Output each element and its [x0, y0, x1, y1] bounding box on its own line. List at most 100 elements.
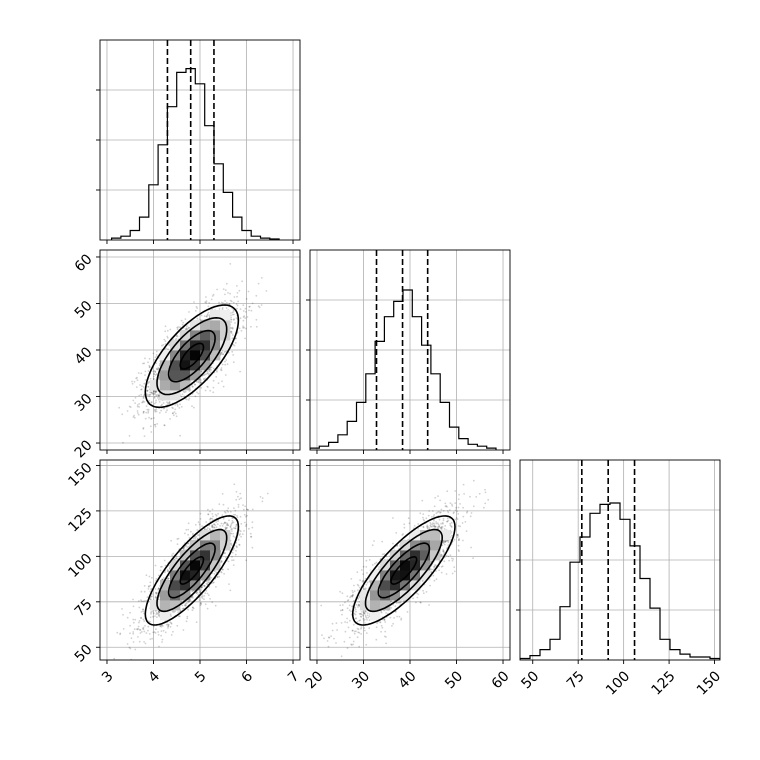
scatter-panel-2-0: [96, 459, 301, 664]
scatter-point: [161, 578, 164, 581]
scatter-point: [433, 579, 436, 582]
scatter-point: [442, 542, 445, 544]
scatter-point: [176, 403, 179, 406]
scatter-point: [348, 609, 351, 611]
scatter-point: [197, 593, 200, 596]
scatter-point: [140, 617, 143, 620]
scatter-point: [210, 360, 213, 362]
scatter-point: [212, 379, 215, 382]
scatter-point: [194, 395, 197, 398]
scatter-point: [416, 592, 418, 595]
scatter-point: [181, 607, 184, 610]
scatter-point: [133, 414, 136, 417]
scatter-point: [187, 328, 189, 330]
scatter-point: [181, 323, 184, 326]
scatter-point: [427, 514, 430, 517]
scatter-point: [470, 512, 473, 514]
scatter-point: [146, 389, 149, 392]
x-tick-label: 75: [564, 668, 588, 692]
scatter-point: [206, 580, 208, 583]
scatter-point: [157, 574, 160, 577]
scatter-point: [121, 413, 124, 416]
scatter-point: [385, 612, 387, 614]
scatter-point: [230, 321, 233, 323]
scatter-point: [385, 636, 387, 638]
scatter-point: [154, 615, 156, 617]
scatter-point: [211, 525, 214, 527]
scatter-point: [398, 601, 401, 604]
scatter-point: [371, 564, 374, 566]
scatter-point: [356, 627, 359, 630]
scatter-point: [131, 380, 133, 383]
density-cell: [150, 600, 161, 611]
scatter-point: [362, 614, 364, 617]
scatter-point: [161, 565, 163, 568]
scatter-point: [161, 641, 163, 643]
scatter-point: [166, 578, 169, 581]
scatter-point: [363, 627, 366, 629]
density-cell: [170, 390, 181, 401]
scatter-point: [346, 607, 349, 610]
x-tick-label: 4: [145, 668, 163, 686]
scatter-point: [162, 407, 165, 410]
panel-frame: [519, 459, 721, 661]
scatter-point: [457, 525, 460, 527]
scatter-point: [224, 350, 227, 353]
scatter-point: [174, 408, 177, 411]
density-cell: [200, 340, 211, 351]
scatter-point: [185, 327, 188, 330]
scatter-point: [160, 404, 163, 407]
scatter-point: [122, 441, 124, 444]
scatter-point: [154, 391, 157, 394]
contour-level-3: [156, 316, 228, 396]
scatter-point: [242, 319, 245, 322]
scatter-point: [236, 292, 239, 294]
scatter-point: [168, 400, 171, 403]
scatter-point: [360, 613, 362, 615]
scatter-point: [447, 555, 450, 558]
scatter-point: [483, 506, 485, 509]
scatter-point: [450, 525, 453, 528]
scatter-point: [178, 407, 181, 409]
scatter-point: [142, 396, 145, 399]
scatter-point: [242, 504, 244, 506]
scatter-point: [453, 538, 456, 541]
scatter-point: [142, 626, 145, 629]
scatter-point: [201, 597, 204, 599]
scatter-point: [220, 301, 223, 304]
scatter-point: [445, 505, 448, 507]
scatter-point: [203, 315, 206, 317]
scatter-point: [227, 560, 230, 563]
scatter-point: [232, 535, 235, 538]
scatter-point: [236, 295, 238, 298]
scatter-point: [229, 292, 232, 295]
scatter-point: [243, 530, 245, 532]
scatter-point: [186, 546, 189, 548]
scatter-point: [164, 571, 166, 574]
scatter-point: [152, 390, 155, 392]
y-tick-label: 40: [72, 344, 96, 368]
scatter-point: [195, 380, 198, 383]
scatter-point: [206, 314, 209, 317]
scatter-point: [209, 510, 211, 513]
scatter-point: [199, 512, 202, 515]
scatter-point: [341, 613, 343, 616]
scatter-point: [422, 513, 425, 515]
scatter-point: [126, 616, 129, 619]
scatter-point: [244, 525, 247, 527]
scatter-point: [220, 353, 222, 355]
scatter-point: [205, 521, 208, 523]
scatter-point: [375, 626, 378, 629]
scatter-point: [380, 624, 383, 627]
scatter-point: [142, 427, 145, 430]
scatter-point: [419, 601, 422, 604]
scatter-point: [454, 518, 457, 521]
scatter-point: [160, 625, 163, 628]
scatter-point: [183, 391, 186, 394]
scatter-point: [152, 352, 155, 355]
scatter-point: [472, 479, 475, 482]
scatter-point: [229, 525, 232, 528]
scatter-point: [235, 490, 238, 493]
scatter-point: [216, 370, 218, 373]
scatter-point: [438, 518, 441, 521]
